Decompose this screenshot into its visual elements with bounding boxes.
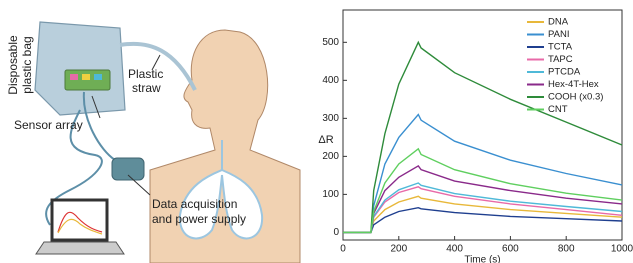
sensor <box>94 74 102 80</box>
legend-label: CNT <box>548 104 568 115</box>
y-tick-label: 500 <box>322 37 339 48</box>
plastic-bag <box>35 22 125 115</box>
y-tick-label: 100 <box>322 189 339 200</box>
legend-label: TAPC <box>548 54 573 65</box>
sensor <box>70 74 78 80</box>
x-tick-label: 200 <box>390 244 407 255</box>
x-tick-label: 0 <box>340 244 346 255</box>
y-axis-label: ΔR <box>318 134 333 146</box>
plot-frame <box>343 10 622 240</box>
person <box>150 30 300 263</box>
bag-label: Disposable <box>6 35 20 95</box>
diagram <box>35 22 300 263</box>
legend-label: DNA <box>548 17 569 28</box>
y-tick-label: 300 <box>322 113 339 124</box>
straw-label: straw <box>132 81 161 95</box>
figure: Disposable plastic bag Plastic straw Sen… <box>0 0 633 263</box>
y-tick-label: 200 <box>322 151 339 162</box>
legend-label: Hex-4T-Hex <box>548 79 599 90</box>
legend-label: COOH (x0.3) <box>548 92 603 103</box>
x-tick-label: 600 <box>502 244 519 255</box>
y-tick-label: 400 <box>322 75 339 86</box>
sensor <box>82 74 90 80</box>
legend-label: TCTA <box>548 42 573 53</box>
acquisition-box <box>112 158 144 180</box>
x-axis-label: Time (s) <box>464 255 500 263</box>
daq-label: and power supply <box>152 212 246 226</box>
x-tick-label: 800 <box>558 244 575 255</box>
x-tick-label: 400 <box>446 244 463 255</box>
laptop-base <box>36 242 124 254</box>
straw-label: Plastic <box>128 67 163 81</box>
y-tick-label: 0 <box>333 227 339 238</box>
daq-label: Data acquisition <box>152 197 237 211</box>
x-tick-label: 1000 <box>611 244 633 255</box>
chart: 0 100 200 300 400 500 0 200 400 600 800 1000 ΔR Time … <box>318 10 633 263</box>
bag-label: plastic bag <box>20 36 34 93</box>
sensor-label: Sensor array <box>14 118 83 132</box>
legend-label: PTCDA <box>548 67 581 78</box>
legend-label: PANI <box>548 29 569 40</box>
